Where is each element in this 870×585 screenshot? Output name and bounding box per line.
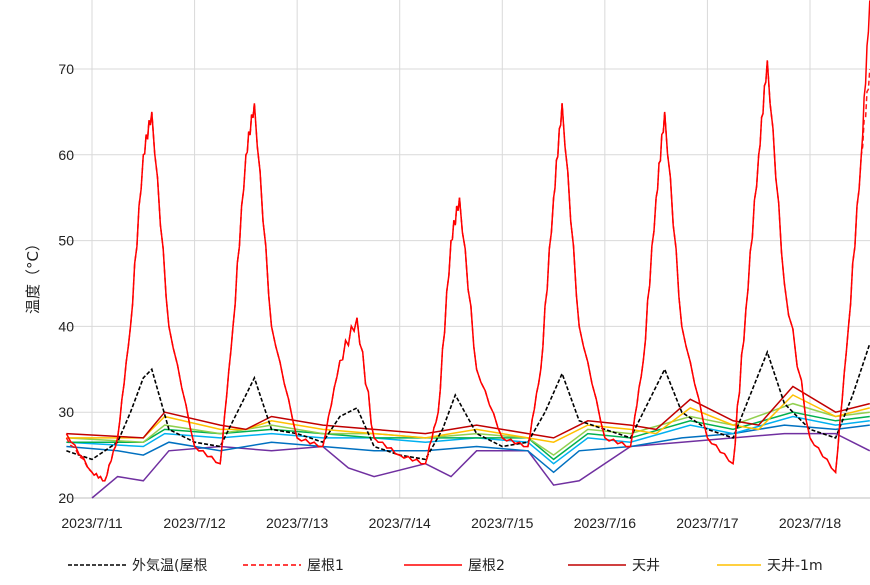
y-tick-label: 20 xyxy=(58,490,74,506)
series-line xyxy=(66,343,870,461)
x-tick-label: 2023/7/16 xyxy=(574,515,636,531)
x-tick-label: 2023/7/11 xyxy=(61,515,122,531)
series-line xyxy=(66,415,870,465)
x-tick-label: 2023/7/15 xyxy=(471,515,533,531)
series-lines xyxy=(65,0,870,499)
x-tick-label: 2023/7/18 xyxy=(779,515,841,531)
legend-label: 天井-1m xyxy=(767,558,823,574)
y-tick-label: 50 xyxy=(58,233,74,249)
y-tick-label: 40 xyxy=(58,318,74,334)
series-line xyxy=(65,0,870,482)
series-line xyxy=(66,394,870,443)
x-axis-tick-labels: 2023/7/11 2023/7/12 2023/7/13 2023/7/14 2023… xyxy=(61,515,841,531)
y-axis-tick-labels: 20 30 40 50 60 70 xyxy=(58,61,74,506)
y-tick-label: 60 xyxy=(58,147,74,163)
x-tick-label: 2023/7/13 xyxy=(266,515,328,531)
series-line xyxy=(91,432,870,499)
x-tick-label: 2023/7/17 xyxy=(676,515,738,531)
y-tick-label: 70 xyxy=(58,61,74,77)
y-tick-label: 30 xyxy=(58,404,74,420)
legend-label: 屋根1 xyxy=(307,558,344,574)
legend-label: 屋根2 xyxy=(468,558,505,574)
legend-label: 天井 xyxy=(632,558,660,574)
x-tick-label: 2023/7/12 xyxy=(163,515,225,531)
legend-label: 外気温(屋根 xyxy=(132,558,207,574)
legend: 外気温(屋根 屋根1 屋根2 天井 天井-1m xyxy=(68,558,823,574)
y-axis-label: 温度（°C） xyxy=(24,236,42,314)
series-line xyxy=(66,402,870,457)
x-tick-label: 2023/7/14 xyxy=(369,515,431,531)
series-line xyxy=(66,385,870,439)
